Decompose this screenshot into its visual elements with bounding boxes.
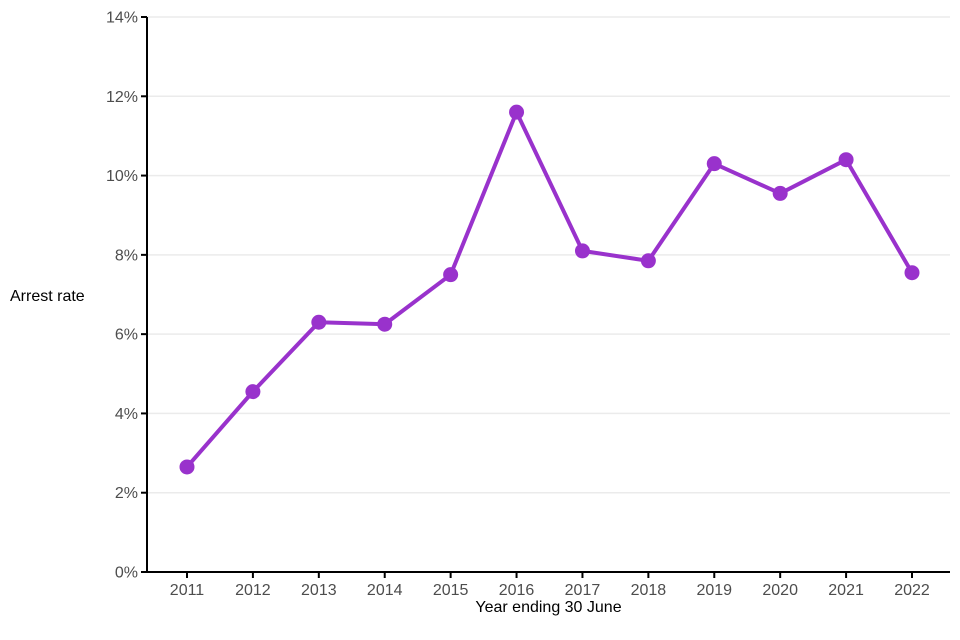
y-axis-title: Arrest rate <box>10 288 85 305</box>
x-tick-label: 2013 <box>301 582 337 599</box>
data-point <box>706 156 722 172</box>
data-point <box>904 265 920 281</box>
y-tick-label: 0% <box>115 565 138 582</box>
data-point <box>772 185 788 201</box>
data-point <box>574 243 590 259</box>
data-point <box>311 314 327 330</box>
y-tick-label: 2% <box>115 485 138 502</box>
x-tick-label: 2014 <box>367 582 403 599</box>
y-tick-label: 6% <box>115 327 138 344</box>
x-tick-label: 2019 <box>696 582 732 599</box>
x-tick-label: 2018 <box>631 582 667 599</box>
data-point <box>179 459 195 475</box>
x-tick-label: 2020 <box>762 582 798 599</box>
x-tick-label: 2012 <box>235 582 271 599</box>
data-point <box>377 316 393 332</box>
x-tick-label: 2015 <box>433 582 469 599</box>
x-tick-label: 2021 <box>828 582 864 599</box>
data-point <box>509 104 525 120</box>
y-tick-label: 14% <box>106 10 138 27</box>
y-tick-label: 12% <box>106 89 138 106</box>
x-tick-label: 2016 <box>499 582 535 599</box>
data-point <box>838 152 854 168</box>
x-tick-label: 2011 <box>170 582 205 599</box>
data-point <box>640 253 656 269</box>
data-point <box>245 384 261 400</box>
x-tick-label: 2017 <box>565 582 601 599</box>
y-tick-label: 8% <box>115 247 138 264</box>
x-axis-title: Year ending 30 June <box>475 599 622 616</box>
y-tick-label: 10% <box>106 168 138 185</box>
data-line <box>185 110 914 469</box>
x-tick-label: 2022 <box>894 582 930 599</box>
data-point <box>443 267 459 283</box>
y-tick-label: 4% <box>115 406 138 423</box>
